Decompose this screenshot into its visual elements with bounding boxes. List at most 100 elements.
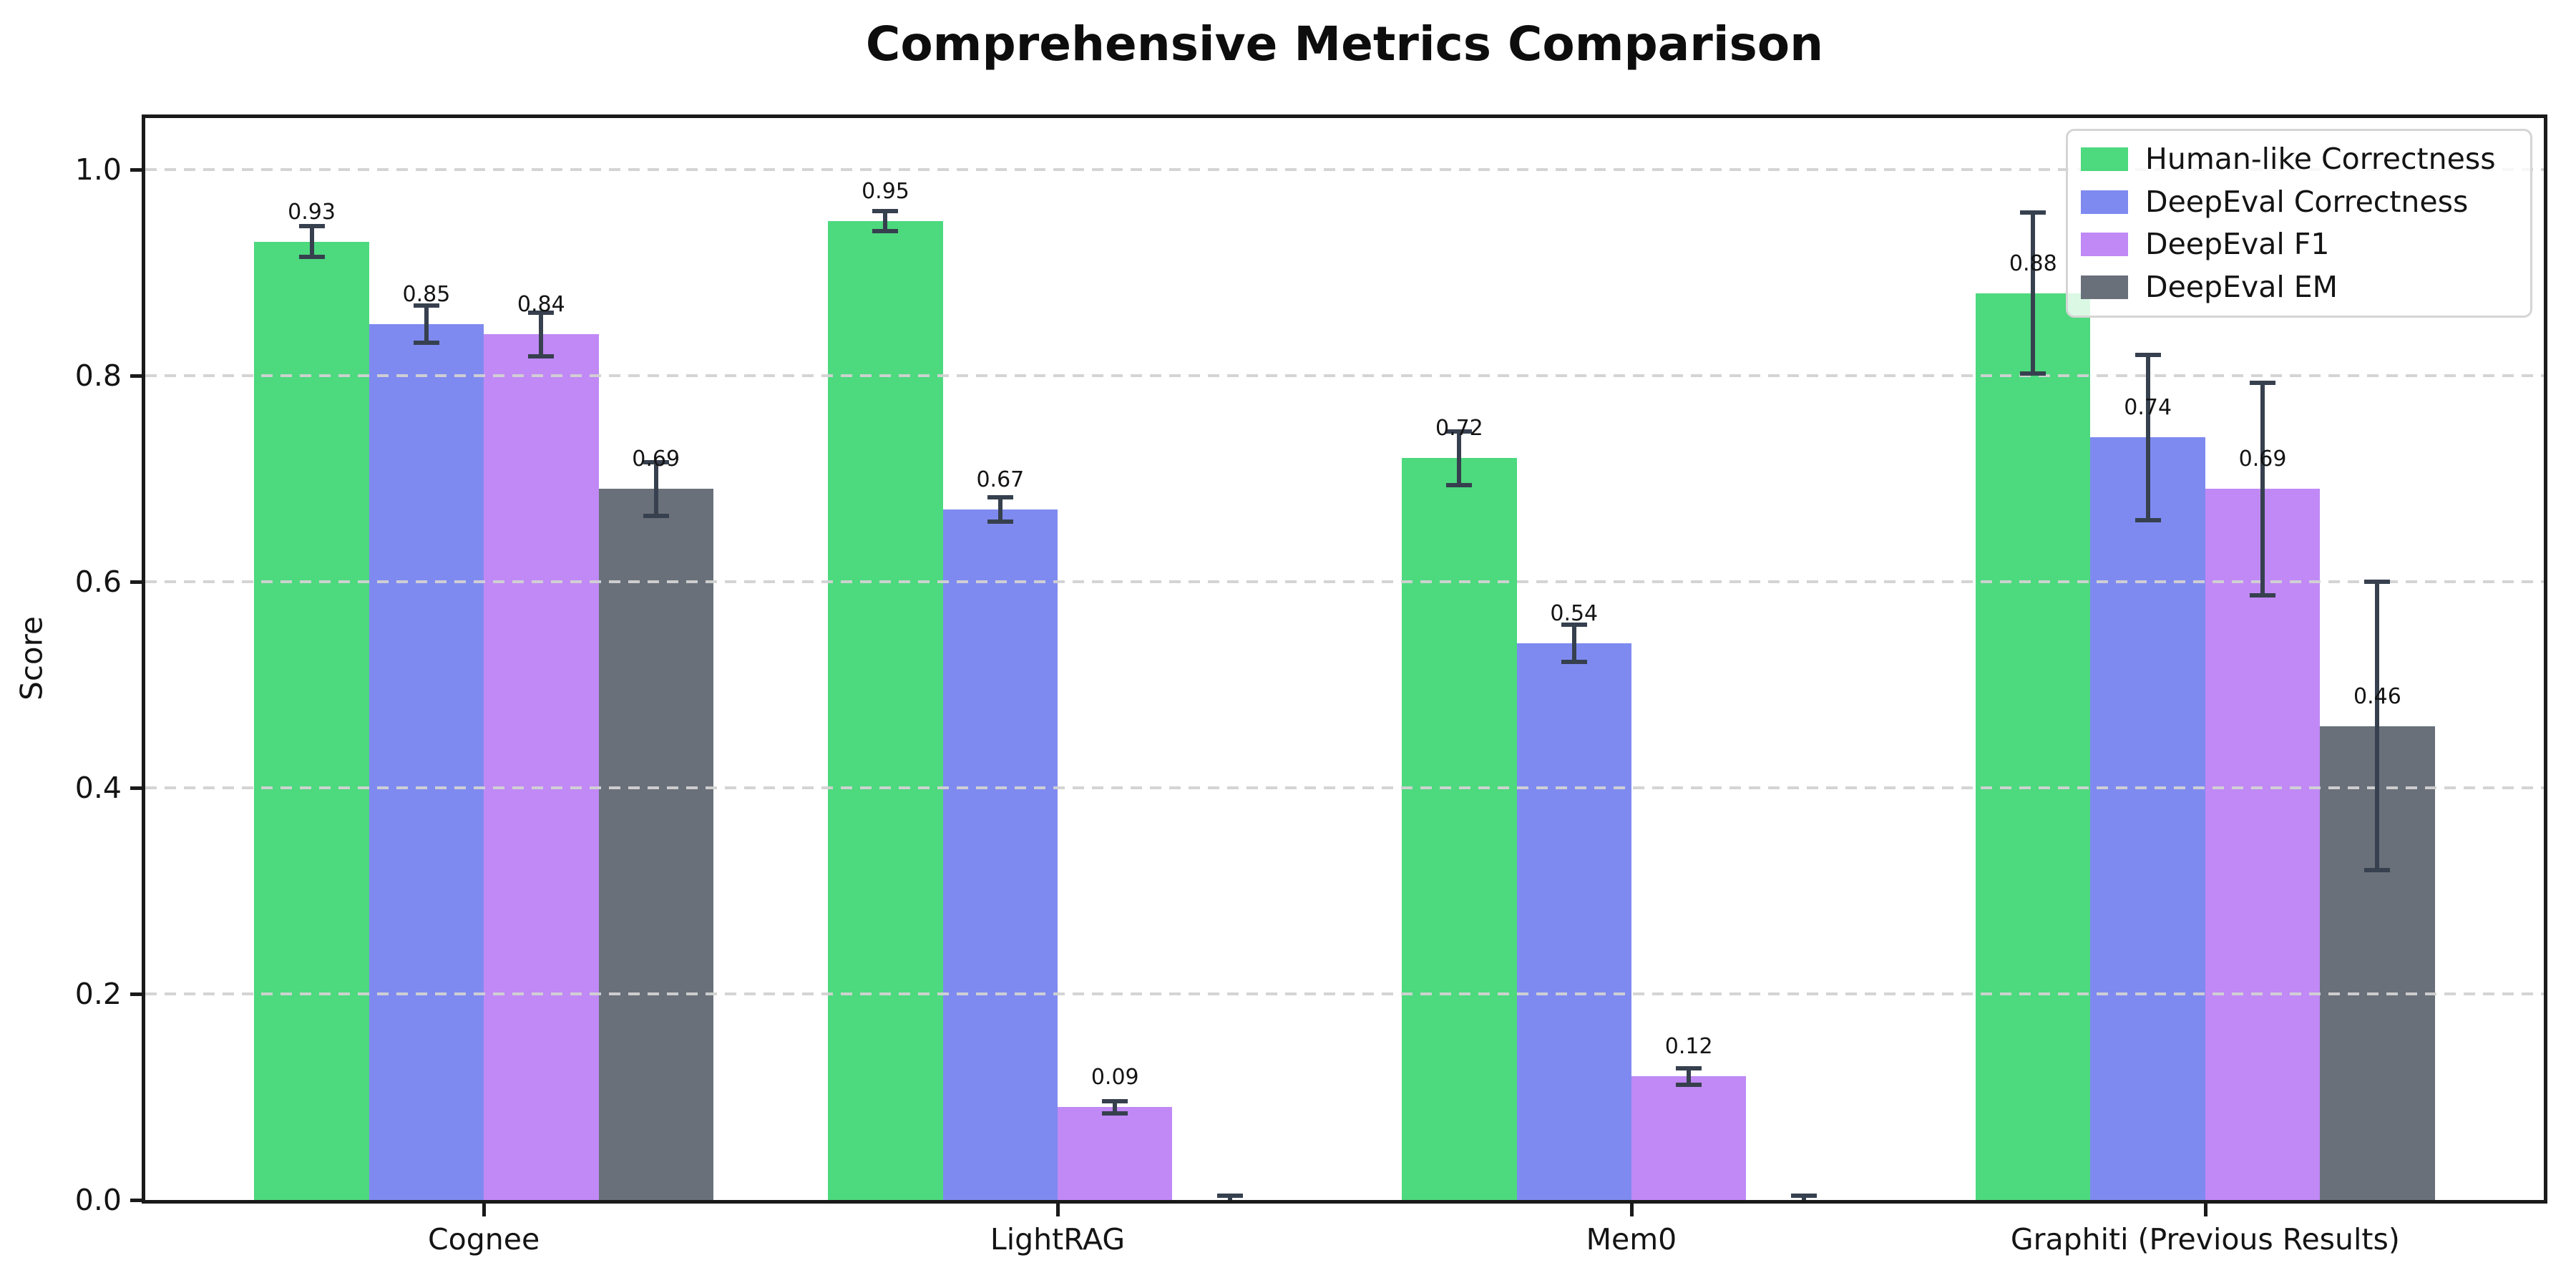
y-tick-label: 0.4 [74,771,122,805]
error-bar-cap [413,303,439,308]
error-bar-cap [872,208,899,213]
bar-value-label: 0.93 [288,199,336,225]
bar [598,489,713,1200]
bar [369,324,484,1200]
error-bar [309,226,314,258]
bar-value-label: 0.69 [632,447,680,472]
error-bar-cap [987,519,1013,525]
bar-value-label: 0.74 [2124,395,2172,421]
bar-value-label: 0.09 [1091,1065,1139,1091]
error-bar [2145,355,2150,520]
legend: Human-like Correctness DeepEval Correctne… [2066,129,2532,318]
y-tick [130,168,142,172]
bar-value-label: 0.88 [2009,250,2057,276]
gridline [145,168,2544,171]
chart-title: Comprehensive Metrics Comparison [865,16,1824,72]
y-tick [130,1199,142,1202]
error-bar-cap [1791,1202,1817,1204]
error-bar-cap [1102,1098,1128,1103]
x-tick-label: Cognee [428,1222,540,1257]
bar [2205,489,2321,1200]
x-tick [1056,1204,1060,1216]
y-tick [130,374,142,378]
bar [2090,437,2205,1200]
y-tick [130,992,142,996]
legend-item-label: Human-like Correctness [2145,142,2496,177]
error-bar-cap [2135,517,2161,522]
error-bar [2031,213,2036,374]
error-bar [883,210,888,232]
y-axis-label: Score [14,616,49,701]
bar [254,241,369,1200]
x-tick [1629,1204,1634,1216]
error-bar-cap [2364,868,2391,873]
y-tick [130,786,142,790]
bar-value-label: 0.72 [1435,416,1483,441]
error-bar-cap [2250,592,2276,597]
bar [1516,643,1631,1200]
error-bar-cap [1216,1194,1243,1199]
error-bar-cap [2020,371,2046,376]
bar-value-label: 0.54 [1550,601,1599,627]
error-bar-cap [1676,1065,1702,1070]
error-bar [424,306,429,343]
legend-swatch-icon [2081,190,2128,214]
bar [828,221,943,1200]
error-bar-cap [1676,1082,1702,1087]
bar [942,509,1058,1200]
error-bar-cap [1561,660,1587,665]
bar-value-label: 0.69 [2238,447,2287,472]
legend-swatch-icon [2081,275,2128,299]
error-bar [1687,1068,1692,1085]
error-bar-cap [1561,623,1587,628]
error-bar-cap [2020,210,2046,215]
legend-item: DeepEval Correctness [2081,187,2517,217]
error-bar [997,497,1002,522]
bar [1402,458,1517,1200]
error-bar-cap [872,229,899,234]
x-tick-label: Mem0 [1586,1222,1677,1257]
error-bar-cap [2250,381,2276,386]
legend-item: DeepEval F1 [2081,230,2517,259]
bar [1631,1076,1747,1200]
error-bar [2375,582,2380,871]
error-bar-cap [1446,429,1473,434]
error-bar [1457,431,1462,485]
error-bar-cap [2364,580,2391,584]
bar-value-label: 0.12 [1664,1034,1713,1060]
error-bar-cap [1217,1202,1243,1204]
legend-swatch-icon [2081,233,2128,257]
error-bar-cap [298,255,325,260]
x-tick-label: Graphiti (Previous Results) [2010,1222,2400,1257]
error-bar-cap [528,353,555,358]
y-tick-label: 0.2 [74,977,122,1011]
gridline [145,992,2544,995]
error-bar-cap [2135,353,2161,358]
legend-item-label: DeepEval F1 [2145,227,2330,262]
bar [1976,293,2091,1200]
y-tick-label: 0.8 [74,358,122,393]
bar-value-label: 0.95 [862,178,909,204]
x-tick [2203,1204,2207,1216]
legend-swatch-icon [2081,147,2128,172]
error-bar [653,462,658,516]
error-bar-cap [298,224,325,229]
legend-item: DeepEval EM [2081,269,2517,304]
bar-value-label: 0.46 [2353,683,2401,709]
error-bar [539,313,544,356]
bar [484,334,599,1200]
error-bar [1113,1101,1118,1114]
gridline [145,580,2544,583]
error-bar [2260,383,2265,595]
legend-item-label: DeepEval Correctness [2145,184,2469,219]
gridline [145,786,2544,789]
y-tick-label: 0.0 [74,1183,122,1217]
y-tick [130,580,142,584]
legend-item-label: DeepEval EM [2145,269,2338,304]
error-bar-cap [1102,1111,1128,1116]
y-tick-label: 0.6 [74,565,122,599]
error-bar-cap [1790,1194,1817,1199]
x-tick [482,1204,487,1216]
bar-value-label: 0.67 [976,467,1025,493]
